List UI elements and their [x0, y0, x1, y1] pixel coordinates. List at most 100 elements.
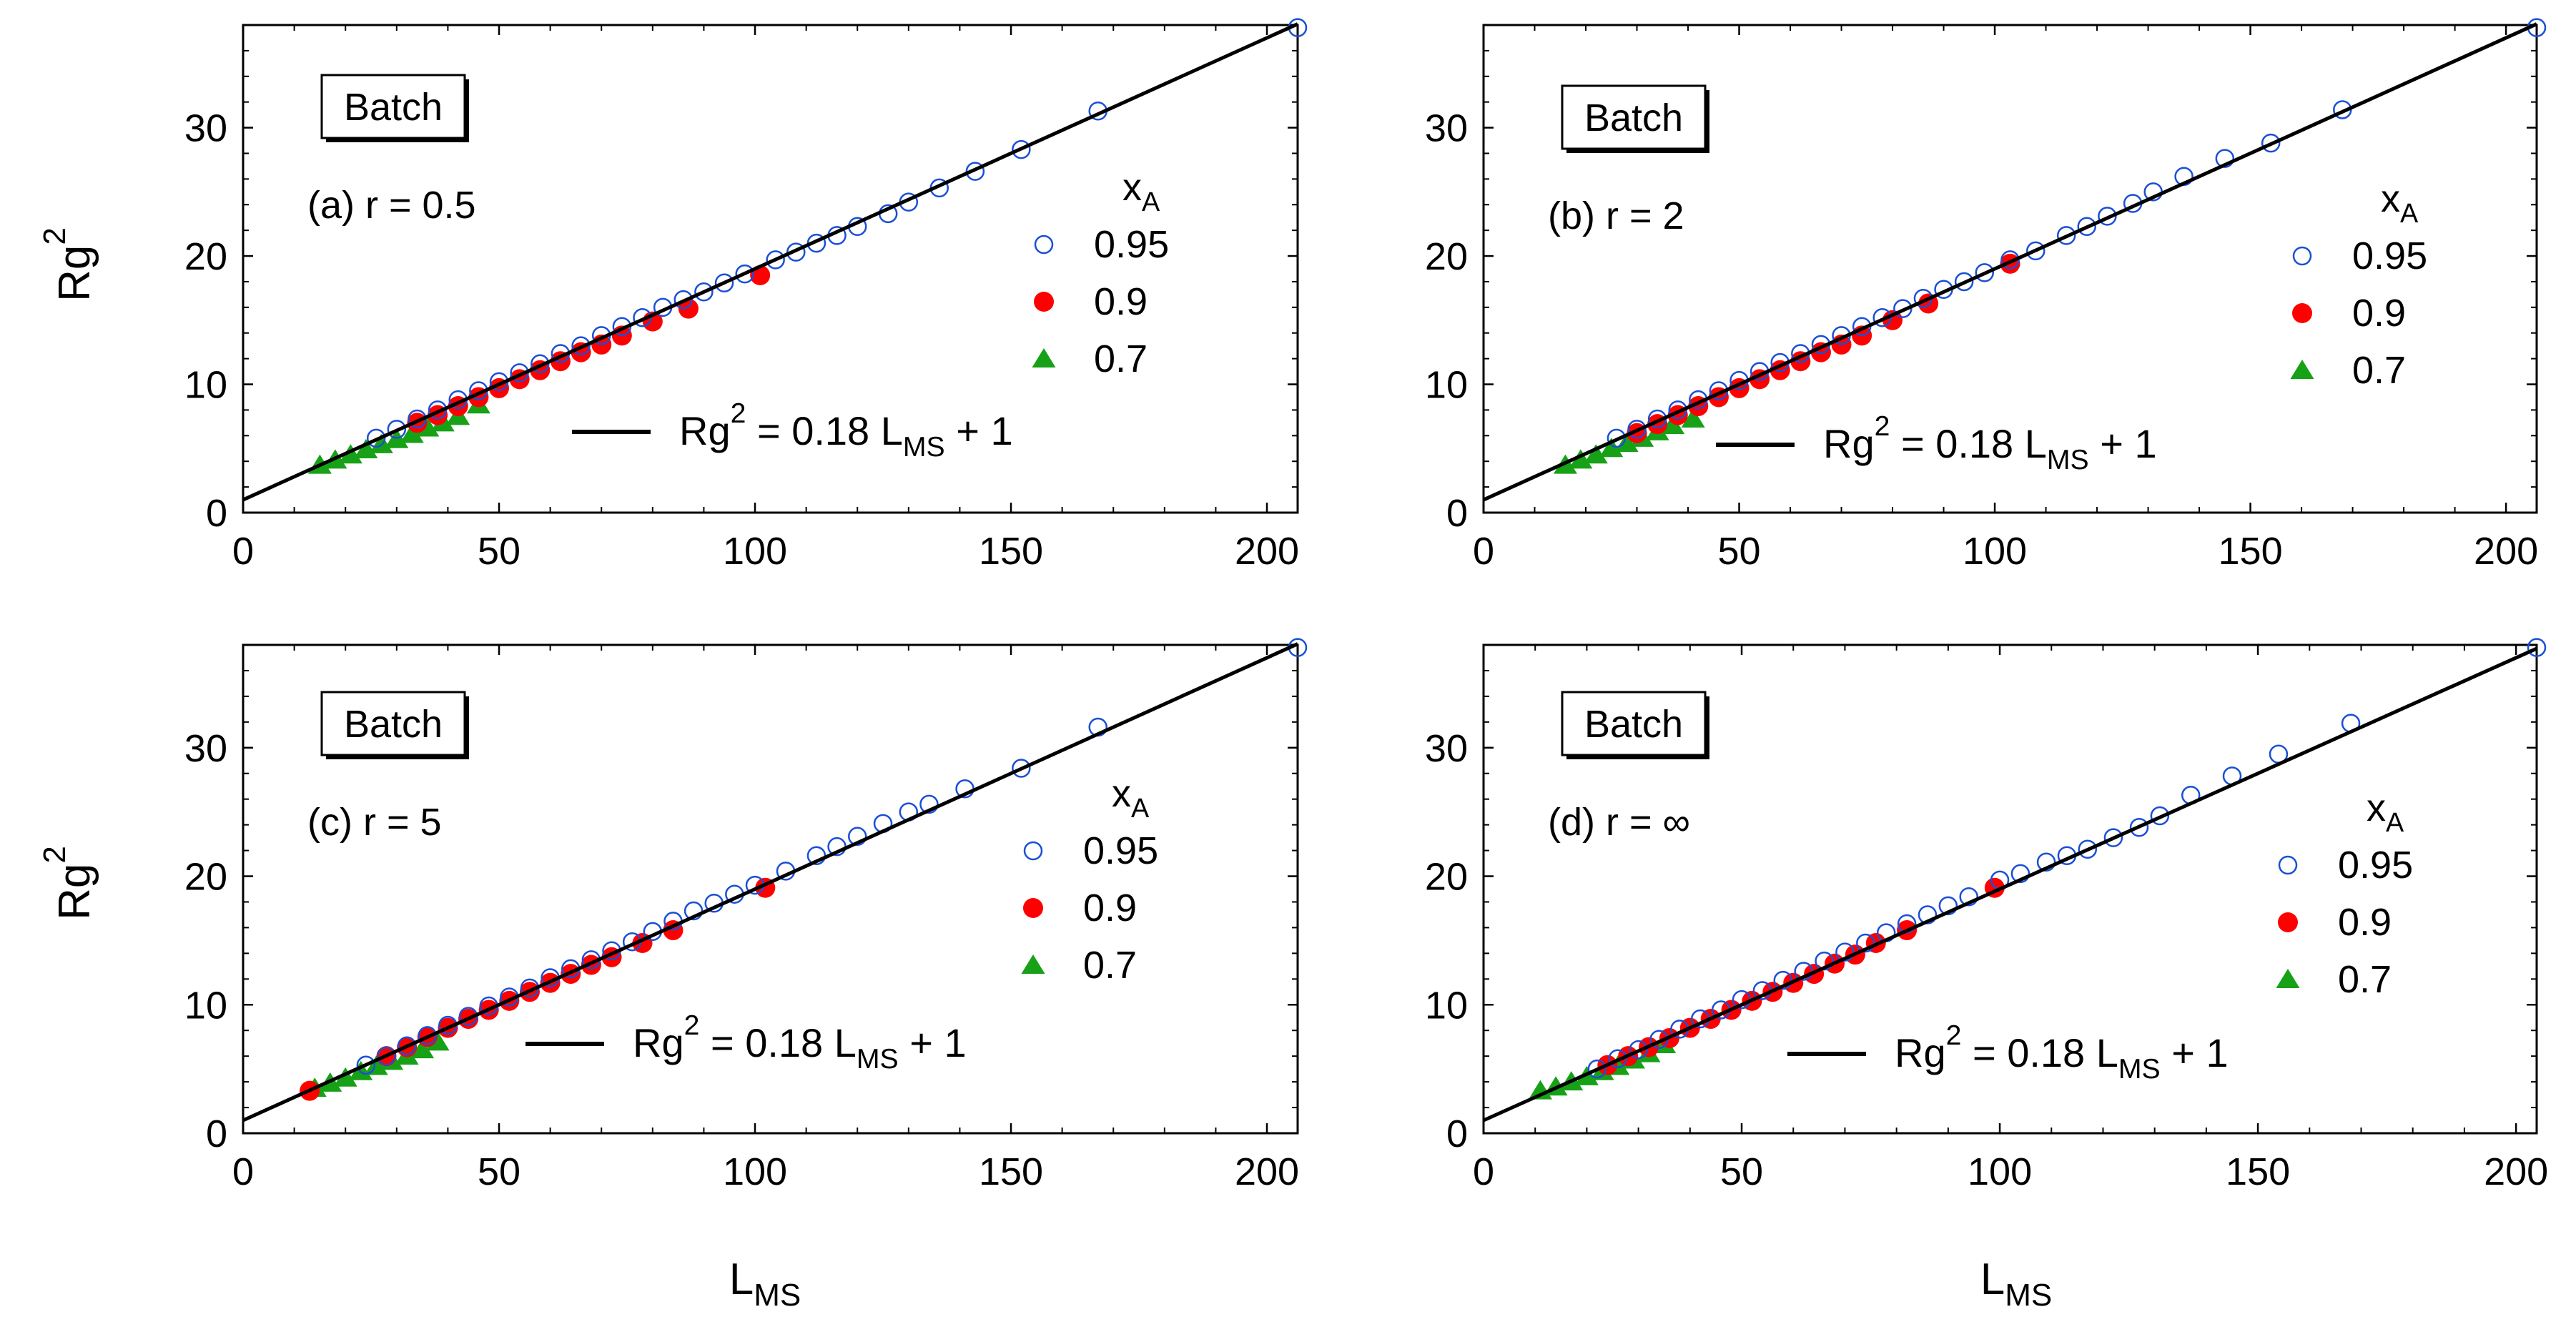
data-point-095 — [2056, 226, 2076, 245]
x-tick-label: 0 — [232, 1150, 254, 1193]
data-point-095 — [684, 901, 704, 921]
data-point-095 — [919, 794, 939, 814]
x-tick-label: 100 — [1963, 530, 2027, 573]
data-point-07 — [1681, 408, 1705, 428]
x-tick-label: 200 — [1235, 530, 1299, 573]
y-tick-label: 20 — [1425, 856, 1468, 899]
y-tick-label: 0 — [1446, 1113, 1468, 1155]
panel-d: 0 50 100 150 200 0 10 20 30 Batch (d) r = ∞ xA 0.95 0… — [1425, 638, 2548, 1193]
batch-box — [320, 691, 466, 756]
legend-marker-09 — [1034, 292, 1054, 312]
panel-label: (b) r = 2 — [1548, 194, 1684, 237]
y-tick-label: 0 — [206, 492, 227, 535]
legend-marker-07 — [1021, 954, 1045, 974]
data-point-07 — [400, 423, 424, 443]
legend-label: 0.7 — [1094, 337, 1148, 380]
batch-label: Batch — [344, 703, 443, 746]
legend-label: 0.7 — [2338, 958, 2392, 1001]
data-point-07 — [354, 439, 378, 459]
x-tick-label: 100 — [1968, 1150, 2032, 1193]
legend-label: 0.95 — [2352, 235, 2427, 277]
data-point-07 — [349, 1060, 373, 1080]
data-point-095 — [1835, 942, 1855, 962]
data-point-07 — [364, 1055, 388, 1075]
batch-box — [1561, 691, 1707, 756]
data-point-095 — [847, 827, 867, 847]
data-point-095 — [1607, 428, 1627, 448]
legend-label: 0.9 — [1094, 280, 1148, 323]
legend-label: 0.7 — [1083, 944, 1137, 987]
legend-marker-09 — [1023, 898, 1043, 918]
data-point-07 — [369, 433, 393, 453]
data-point-095 — [1012, 139, 1031, 159]
data-point-095 — [2078, 839, 2098, 859]
legend-marker-07 — [2290, 360, 2314, 379]
data-point-095 — [387, 420, 407, 439]
data-point-07 — [410, 1039, 435, 1059]
data-point-095 — [735, 264, 754, 284]
data-point-095 — [1975, 263, 1994, 282]
ylabel-top: Rg2 — [37, 227, 99, 302]
y-tick-label: 30 — [184, 107, 227, 150]
data-point-07 — [1599, 438, 1624, 458]
data-point-07 — [1661, 414, 1685, 434]
batch-label: Batch — [1584, 97, 1683, 139]
data-point-095 — [356, 1055, 376, 1075]
y-tick-label: 20 — [1425, 235, 1468, 278]
panel-label: (a) r = 0.5 — [307, 184, 476, 227]
legend-title: xA — [2367, 786, 2404, 838]
batch-label: Batch — [344, 86, 443, 129]
legend-title: xA — [1122, 166, 1160, 217]
fit-label: Rg2 = 0.18 LMS + 1 — [1823, 411, 2157, 475]
plot-frame — [1482, 24, 2538, 514]
legend-title: xA — [1112, 772, 1150, 824]
data-point-095 — [2129, 817, 2149, 837]
data-point-095 — [2036, 852, 2056, 872]
legend-label: 0.9 — [2352, 292, 2406, 335]
y-tick-label: 10 — [184, 364, 227, 407]
data-point-07 — [1569, 449, 1593, 469]
batch-label: Batch — [1584, 703, 1683, 746]
x-tick-label: 0 — [1473, 530, 1494, 573]
x-tick-label: 100 — [723, 1150, 787, 1193]
x-tick-label: 0 — [232, 530, 254, 573]
y-tick-label: 10 — [1425, 364, 1468, 407]
data-point-07 — [338, 444, 362, 464]
y-tick-label: 10 — [184, 984, 227, 1027]
y-tick-label: 0 — [206, 1113, 227, 1155]
data-point-095 — [2026, 241, 2045, 261]
x-tick-label: 200 — [2474, 530, 2538, 573]
data-point-07 — [333, 1067, 357, 1087]
data-point-095 — [1959, 887, 1978, 907]
data-point-095 — [418, 1026, 438, 1045]
panel-label: (d) r = ∞ — [1548, 801, 1690, 844]
y-tick-label: 0 — [1446, 492, 1468, 535]
batch-box — [1561, 84, 1707, 150]
panel-b: 0 50 100 150 200 0 10 20 30 Batch (b) r = 2 xA 0.95 0… — [1425, 18, 2547, 573]
legend-label: 0.95 — [2338, 844, 2413, 887]
data-point-07 — [1614, 433, 1639, 453]
panel-c: 0 50 100 150 200 0 10 20 30 Batch (c) r = 5 xA 0.95 0… — [184, 638, 1308, 1193]
legend-marker-07 — [1032, 348, 1056, 367]
data-point-095 — [1608, 1049, 1627, 1069]
data-point-095 — [397, 1036, 417, 1056]
x-tick-label: 150 — [2219, 530, 2283, 573]
data-point-095 — [694, 282, 714, 302]
y-tick-label: 30 — [1425, 107, 1468, 150]
legend-marker-095 — [2292, 246, 2312, 266]
x-tick-label: 200 — [1235, 1150, 1299, 1193]
data-point-095 — [2150, 806, 2170, 826]
data-point-095 — [1012, 759, 1031, 778]
data-point-095 — [965, 162, 985, 181]
data-point-09 — [678, 298, 699, 319]
data-point-095 — [2527, 638, 2547, 657]
legend-marker-095 — [1023, 841, 1043, 861]
x-tick-label: 200 — [2484, 1150, 2548, 1193]
panel-a: 0 50 100 150 200 0 10 20 30 Batch (a) r = 0.5 xA 0.9… — [184, 18, 1308, 573]
y-tick-label: 20 — [184, 856, 227, 899]
legend-label: 0.95 — [1094, 223, 1169, 266]
data-point-095 — [2010, 864, 2030, 884]
x-tick-label: 150 — [2226, 1150, 2290, 1193]
y-tick-label: 30 — [1425, 727, 1468, 770]
data-point-095 — [1627, 420, 1647, 439]
